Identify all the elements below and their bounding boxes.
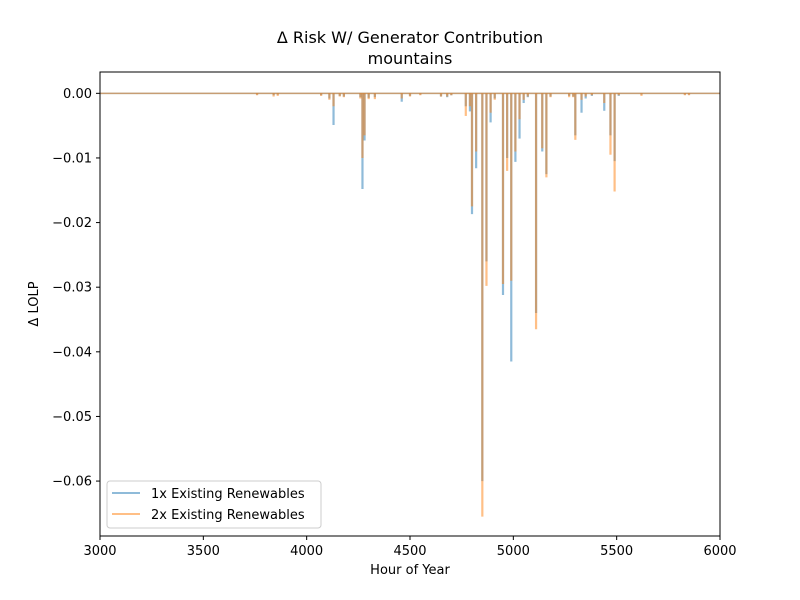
x-tick-label: 6000: [703, 544, 736, 559]
y-axis-label: Δ LOLP: [27, 281, 42, 326]
legend-label-1x: 1x Existing Renewables: [151, 487, 305, 502]
chart-title: Δ Risk W/ Generator Contribution: [277, 28, 543, 47]
y-tick-label: −0.04: [52, 345, 92, 360]
y-tick-label: 0.00: [63, 87, 92, 102]
y-tick-label: −0.03: [52, 281, 92, 296]
x-tick-label: 5500: [600, 544, 633, 559]
y-tick-label: −0.05: [52, 410, 92, 425]
y-tick-label: −0.02: [52, 216, 92, 231]
x-tick-label: 4000: [290, 544, 323, 559]
y-tick-label: −0.06: [52, 475, 92, 490]
x-tick-label: 5000: [497, 544, 530, 559]
chart-subtitle: mountains: [368, 49, 453, 68]
plot-frame: [99, 71, 721, 537]
plot-area: [100, 92, 720, 517]
legend-box: [106, 480, 322, 529]
legend: 1x Existing Renewables 2x Existing Renew…: [106, 480, 322, 529]
series-2: [100, 92, 720, 517]
x-tick-label: 3000: [83, 544, 116, 559]
x-tick-label: 4500: [393, 544, 426, 559]
x-axis-label: Hour of Year: [370, 563, 450, 578]
y-tick-label: −0.01: [52, 151, 92, 166]
axes: 3000 3500 4000 4500 5000 5500 6000 0.00 −0.01 −0.…: [52, 87, 736, 559]
legend-label-2x: 2x Existing Renewables: [151, 508, 305, 523]
x-tick-label: 3500: [187, 544, 220, 559]
